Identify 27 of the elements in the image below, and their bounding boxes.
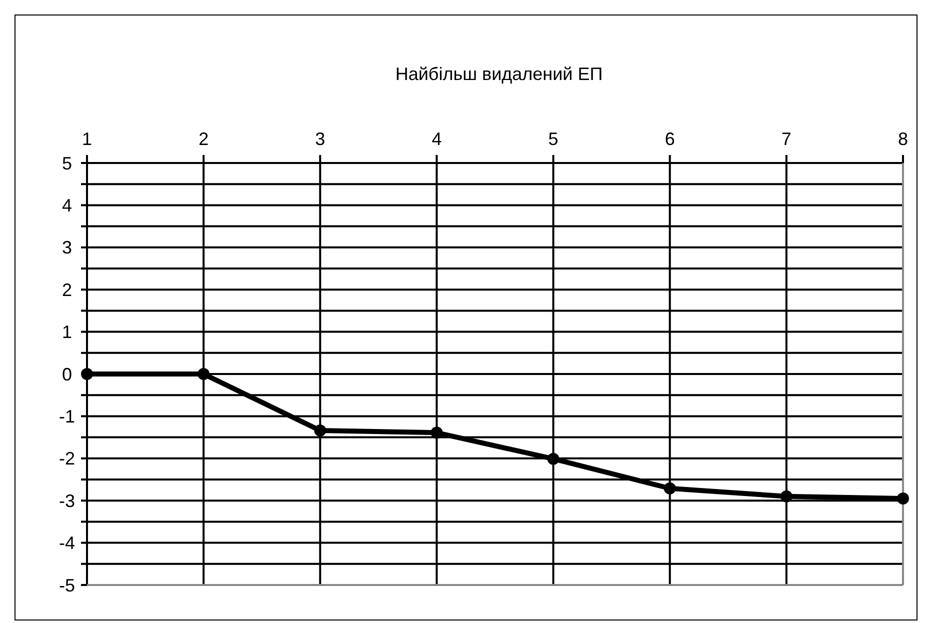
y-tick-label: 3	[62, 238, 72, 258]
y-tick-label: -1	[58, 406, 76, 426]
y-tick-label: 0	[62, 364, 72, 384]
y-tick-label: 5	[62, 153, 72, 174]
y-tick-label: -4	[58, 533, 76, 554]
point	[897, 492, 909, 504]
x-tick-label: 3	[315, 129, 326, 149]
chart-title: Найбільш видалений ЕП	[395, 64, 603, 84]
point	[547, 452, 560, 465]
y-tick-label: -5	[58, 575, 76, 596]
point	[664, 482, 676, 494]
x-tick-label: 4	[432, 129, 442, 149]
point	[780, 490, 792, 502]
point	[430, 426, 443, 439]
x-tick-label: 6	[664, 129, 675, 149]
x-tick-label: 7	[781, 129, 792, 149]
y-tick-label: 4	[62, 196, 72, 216]
point	[198, 368, 210, 380]
y-tick-label: -3	[58, 490, 76, 511]
x-tick-label: 8	[898, 129, 908, 149]
x-tick-label: 2	[198, 129, 209, 149]
y-tick-label: 1	[62, 322, 72, 342]
y-tick-label: 2	[62, 280, 72, 300]
y-tick-label: -2	[58, 448, 76, 469]
x-tick-label: 5	[548, 129, 558, 149]
point	[314, 424, 326, 437]
x-tick-label: 1	[82, 129, 92, 149]
